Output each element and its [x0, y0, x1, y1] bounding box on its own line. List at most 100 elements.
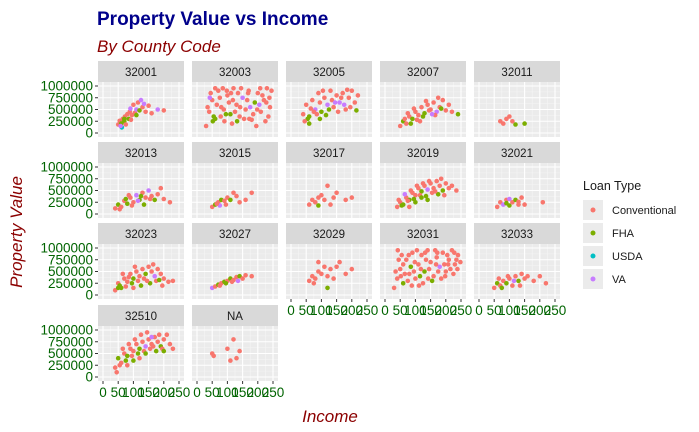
data-point — [152, 273, 157, 279]
data-point — [440, 250, 446, 255]
data-point — [317, 116, 323, 122]
x-tick-label: 150 — [513, 303, 536, 318]
data-point — [221, 107, 227, 112]
data-point — [510, 119, 515, 124]
data-point — [131, 102, 136, 108]
facet-strip — [192, 305, 278, 326]
data-point — [416, 262, 421, 267]
data-point — [156, 332, 162, 338]
data-point — [129, 281, 135, 286]
data-point — [135, 351, 141, 356]
data-point — [505, 273, 511, 279]
data-point — [228, 358, 233, 363]
legend-swatch — [590, 207, 596, 213]
data-point — [115, 285, 121, 291]
facet-strip — [192, 223, 278, 244]
data-point — [455, 252, 461, 258]
data-point — [442, 262, 447, 267]
data-point — [504, 200, 509, 206]
data-point — [137, 346, 142, 352]
data-point — [525, 273, 530, 279]
data-point — [310, 97, 315, 103]
data-point — [334, 264, 339, 270]
data-point — [229, 121, 235, 126]
data-point — [408, 188, 414, 193]
data-point — [308, 106, 314, 111]
data-point — [494, 204, 500, 210]
y-tick-label: 0 — [85, 288, 93, 303]
data-point — [319, 271, 324, 277]
data-point — [413, 192, 418, 198]
data-point — [132, 264, 138, 270]
data-point — [137, 273, 142, 279]
data-point — [413, 200, 418, 205]
facet-strip — [380, 223, 466, 244]
data-point — [160, 283, 165, 288]
data-point — [203, 123, 209, 129]
facet-strip — [474, 223, 560, 244]
data-point — [349, 88, 355, 93]
data-point — [122, 116, 127, 122]
data-point — [231, 337, 236, 342]
data-point — [267, 104, 273, 110]
data-point — [417, 273, 423, 279]
data-point — [223, 202, 229, 207]
data-point — [134, 269, 139, 274]
data-point — [513, 273, 518, 279]
facet-32015: 32015 — [192, 142, 278, 218]
data-point — [429, 111, 435, 117]
x-tick-label: 250 — [356, 303, 379, 318]
data-point — [416, 283, 422, 288]
facet-strip-label: NA — [227, 311, 243, 323]
data-point — [228, 111, 233, 117]
data-point — [146, 103, 151, 108]
data-point — [129, 203, 135, 208]
data-point — [225, 346, 230, 352]
legend-title: Loan Type — [583, 179, 641, 193]
facet-32011: 32011 — [474, 61, 560, 137]
data-point — [208, 90, 213, 96]
facet-strip — [380, 61, 466, 82]
data-point — [343, 197, 349, 203]
data-point — [396, 257, 402, 263]
data-point — [423, 257, 429, 263]
y-tick-label: 0 — [85, 126, 93, 141]
y-tick-label: 1000000 — [40, 241, 93, 256]
x-tick-label: 0 — [193, 385, 201, 400]
data-point — [425, 276, 431, 281]
data-point — [220, 86, 226, 91]
x-tick-label: 100 — [404, 303, 427, 318]
data-point — [340, 90, 346, 96]
data-point — [223, 281, 229, 286]
data-point — [161, 108, 167, 113]
data-point — [167, 200, 173, 205]
data-point — [322, 197, 327, 203]
x-tick-label: 50 — [299, 303, 314, 318]
data-point — [245, 90, 251, 96]
data-point — [408, 121, 414, 126]
data-point — [228, 90, 234, 96]
data-point — [214, 102, 220, 108]
data-point — [150, 344, 156, 349]
x-tick-label: 0 — [287, 303, 295, 318]
data-point — [437, 183, 443, 189]
y-tick-label: 250000 — [48, 276, 93, 291]
data-point — [445, 262, 451, 267]
facet-strip-label: 32005 — [313, 67, 345, 79]
data-point — [434, 255, 440, 260]
data-point — [264, 86, 270, 91]
data-point — [328, 88, 333, 93]
chart-title: Property Value vs Income — [97, 9, 328, 30]
facet-strip — [98, 305, 184, 326]
data-point — [138, 97, 144, 103]
data-point — [241, 116, 247, 122]
data-point — [167, 341, 173, 347]
data-point — [170, 278, 176, 284]
data-point — [426, 266, 432, 272]
data-point — [349, 266, 355, 272]
data-point — [260, 93, 265, 98]
